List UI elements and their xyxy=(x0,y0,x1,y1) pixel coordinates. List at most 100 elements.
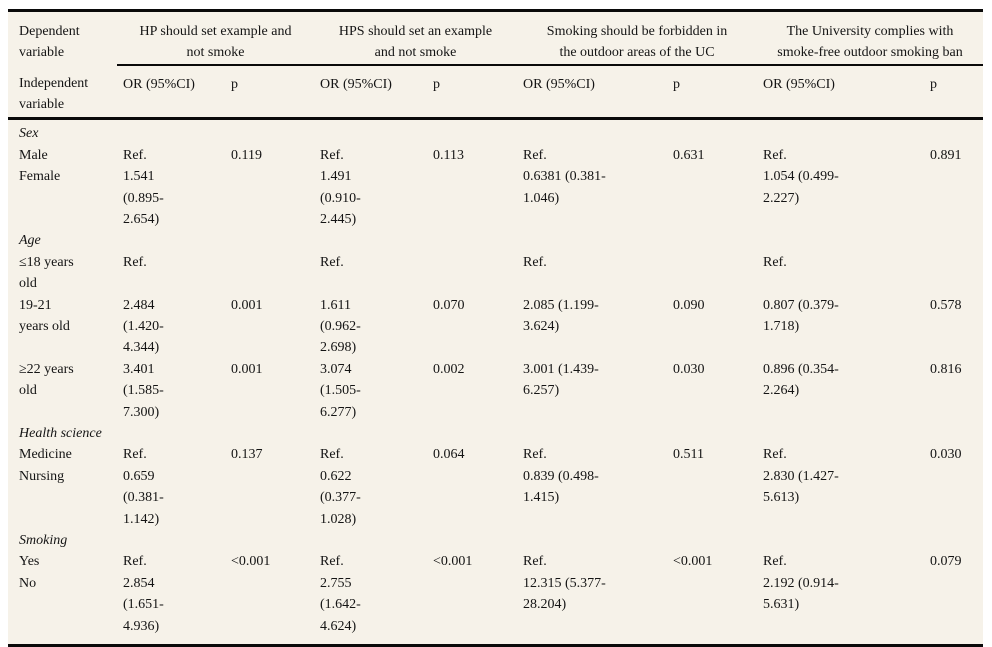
table-row: Yes Ref. <0.001 Ref. <0.001 Ref. <0.001 Ref. 0.0… xyxy=(8,551,983,572)
table-row: ≥22 years old 3.401 (1.585- 7.300) 0.001 3.… xyxy=(8,359,983,423)
group-header-smoking-forbidden: Smoking should be forbidden in the outdo… xyxy=(517,10,757,66)
p-value-cell: 0.002 xyxy=(433,361,465,377)
or-ci-header: OR (95%CI) xyxy=(757,64,924,121)
or-value-cell: Ref. xyxy=(523,554,547,570)
or-value-cell: Ref. xyxy=(320,254,344,270)
or-value-cell: Ref. xyxy=(523,447,547,463)
p-value-cell: 0.891 xyxy=(930,147,962,163)
p-value-cell xyxy=(427,573,517,646)
table-row: Female 1.541 (0.895- 2.654) 1.491 (0.910- … xyxy=(8,166,983,230)
dependent-variable-header: Dependent variable xyxy=(19,24,80,61)
p-value-cell xyxy=(427,466,517,530)
p-value-cell: <0.001 xyxy=(231,554,271,570)
or-value-cell: 2.854 (1.651- 4.936) xyxy=(123,575,164,634)
row-label: Nursing xyxy=(19,468,65,484)
or-value-cell: 2.192 (0.914- 5.631) xyxy=(763,575,839,613)
or-value-cell: Ref. xyxy=(123,147,147,163)
table-row: Nursing 0.659 (0.381- 1.142) 0.622 (0.377-… xyxy=(8,466,983,530)
row-label: ≤18 years old xyxy=(19,254,74,292)
group-header-university-complies: The University complies with smoke-free … xyxy=(757,10,983,66)
section-label: Sex xyxy=(19,126,39,142)
p-value-cell xyxy=(225,466,314,530)
or-value-cell: 2.830 (1.427- 5.613) xyxy=(763,468,839,506)
p-value-cell: 0.001 xyxy=(231,361,263,377)
p-value-cell: 0.030 xyxy=(930,447,962,463)
p-value-cell: 0.064 xyxy=(433,447,465,463)
section-row: Age xyxy=(8,230,983,251)
section-label: Smoking xyxy=(19,533,68,549)
p-value-cell: 0.511 xyxy=(673,447,704,463)
independent-variable-header: Independent variable xyxy=(8,64,117,121)
p-value-cell: 0.001 xyxy=(231,297,263,313)
or-value-cell: 3.001 (1.439- 6.257) xyxy=(523,361,599,399)
p-value-cell: 0.030 xyxy=(673,361,705,377)
or-ci-header: OR (95%CI) xyxy=(314,64,427,121)
p-value-cell: 0.090 xyxy=(673,297,705,313)
or-value-cell: 12.315 (5.377- 28.204) xyxy=(523,575,606,613)
table-body: Sex Male Ref. 0.119 Ref. 0.113 Ref. 0.631 Ref. 0.… xyxy=(8,119,983,646)
or-value-cell: 0.622 (0.377- 1.028) xyxy=(320,468,361,527)
group-header-row: Dependent variable HP should set example… xyxy=(8,10,983,66)
p-value-cell: <0.001 xyxy=(433,554,473,570)
p-value-cell xyxy=(225,252,314,295)
logistic-regression-table: Dependent variable HP should set example… xyxy=(8,9,983,647)
p-value-cell xyxy=(667,573,757,646)
or-value-cell: 0.659 (0.381- 1.142) xyxy=(123,468,164,527)
p-value-cell: 0.079 xyxy=(930,554,962,570)
p-value-cell xyxy=(427,166,517,230)
table-row: Medicine Ref. 0.137 Ref. 0.064 Ref. 0.511 Ref. 0… xyxy=(8,444,983,465)
subheader-row: Independent variable OR (95%CI) p OR (95… xyxy=(8,64,983,121)
row-label: Yes xyxy=(19,554,40,570)
p-value-cell xyxy=(667,166,757,230)
or-value-cell: 0.839 (0.498- 1.415) xyxy=(523,468,599,506)
or-value-cell: 2.484 (1.420- 4.344) xyxy=(123,297,164,356)
or-value-cell: Ref. xyxy=(763,554,787,570)
section-label: Age xyxy=(19,233,41,249)
row-label: Male xyxy=(19,147,48,163)
p-value-cell xyxy=(924,252,983,295)
table-row: ≤18 years old Ref. Ref. Ref. Ref. xyxy=(8,252,983,295)
or-value-cell: Ref. xyxy=(763,147,787,163)
or-value-cell: 2.085 (1.199- 3.624) xyxy=(523,297,599,334)
or-ci-header: OR (95%CI) xyxy=(517,64,667,121)
or-value-cell: 3.401 (1.585- 7.300) xyxy=(123,361,164,420)
p-header: p xyxy=(667,64,757,121)
or-value-cell: 1.491 (0.910- 2.445) xyxy=(320,169,361,227)
or-value-cell: Ref. xyxy=(763,447,787,463)
or-value-cell: 0.807 (0.379- 1.718) xyxy=(763,297,839,334)
p-value-cell xyxy=(225,573,314,646)
p-value-cell: <0.001 xyxy=(673,554,713,570)
or-value-cell: Ref. xyxy=(320,447,344,463)
row-label: 19-21 years old xyxy=(19,297,70,334)
p-value-cell: 0.631 xyxy=(673,147,705,163)
p-value-cell xyxy=(924,573,983,646)
or-value-cell: Ref. xyxy=(123,554,147,570)
or-value-cell: 1.611 (0.962- 2.698) xyxy=(320,297,361,356)
p-value-cell xyxy=(924,166,983,230)
p-value-cell: 0.137 xyxy=(231,447,263,463)
table-row: Male Ref. 0.119 Ref. 0.113 Ref. 0.631 Ref. 0.891 xyxy=(8,145,983,166)
or-ci-header: OR (95%CI) xyxy=(117,64,225,121)
or-value-cell: Ref. xyxy=(523,254,547,270)
p-value-cell xyxy=(225,166,314,230)
p-value-cell: 0.070 xyxy=(433,297,465,313)
or-value-cell: Ref. xyxy=(320,147,344,163)
or-value-cell: Ref. xyxy=(320,554,344,570)
row-label: No xyxy=(19,575,37,591)
or-value-cell: 2.755 (1.642- 4.624) xyxy=(320,575,361,634)
or-value-cell: 0.896 (0.354- 2.264) xyxy=(763,361,839,399)
or-value-cell: Ref. xyxy=(763,254,787,270)
p-value-cell xyxy=(667,466,757,530)
or-value-cell: Ref. xyxy=(123,447,147,463)
p-header: p xyxy=(427,64,517,121)
section-label: Health science xyxy=(19,426,102,441)
or-value-cell: 3.074 (1.505- 6.277) xyxy=(320,361,361,420)
table-row: 19-21 years old 2.484 (1.420- 4.344) 0.001… xyxy=(8,295,983,359)
or-value-cell: 1.541 (0.895- 2.654) xyxy=(123,169,164,227)
p-value-cell: 0.119 xyxy=(231,147,262,163)
p-header: p xyxy=(924,64,983,121)
section-row: Health science xyxy=(8,423,983,444)
section-row: Smoking xyxy=(8,530,983,551)
section-row: Sex xyxy=(8,119,983,145)
